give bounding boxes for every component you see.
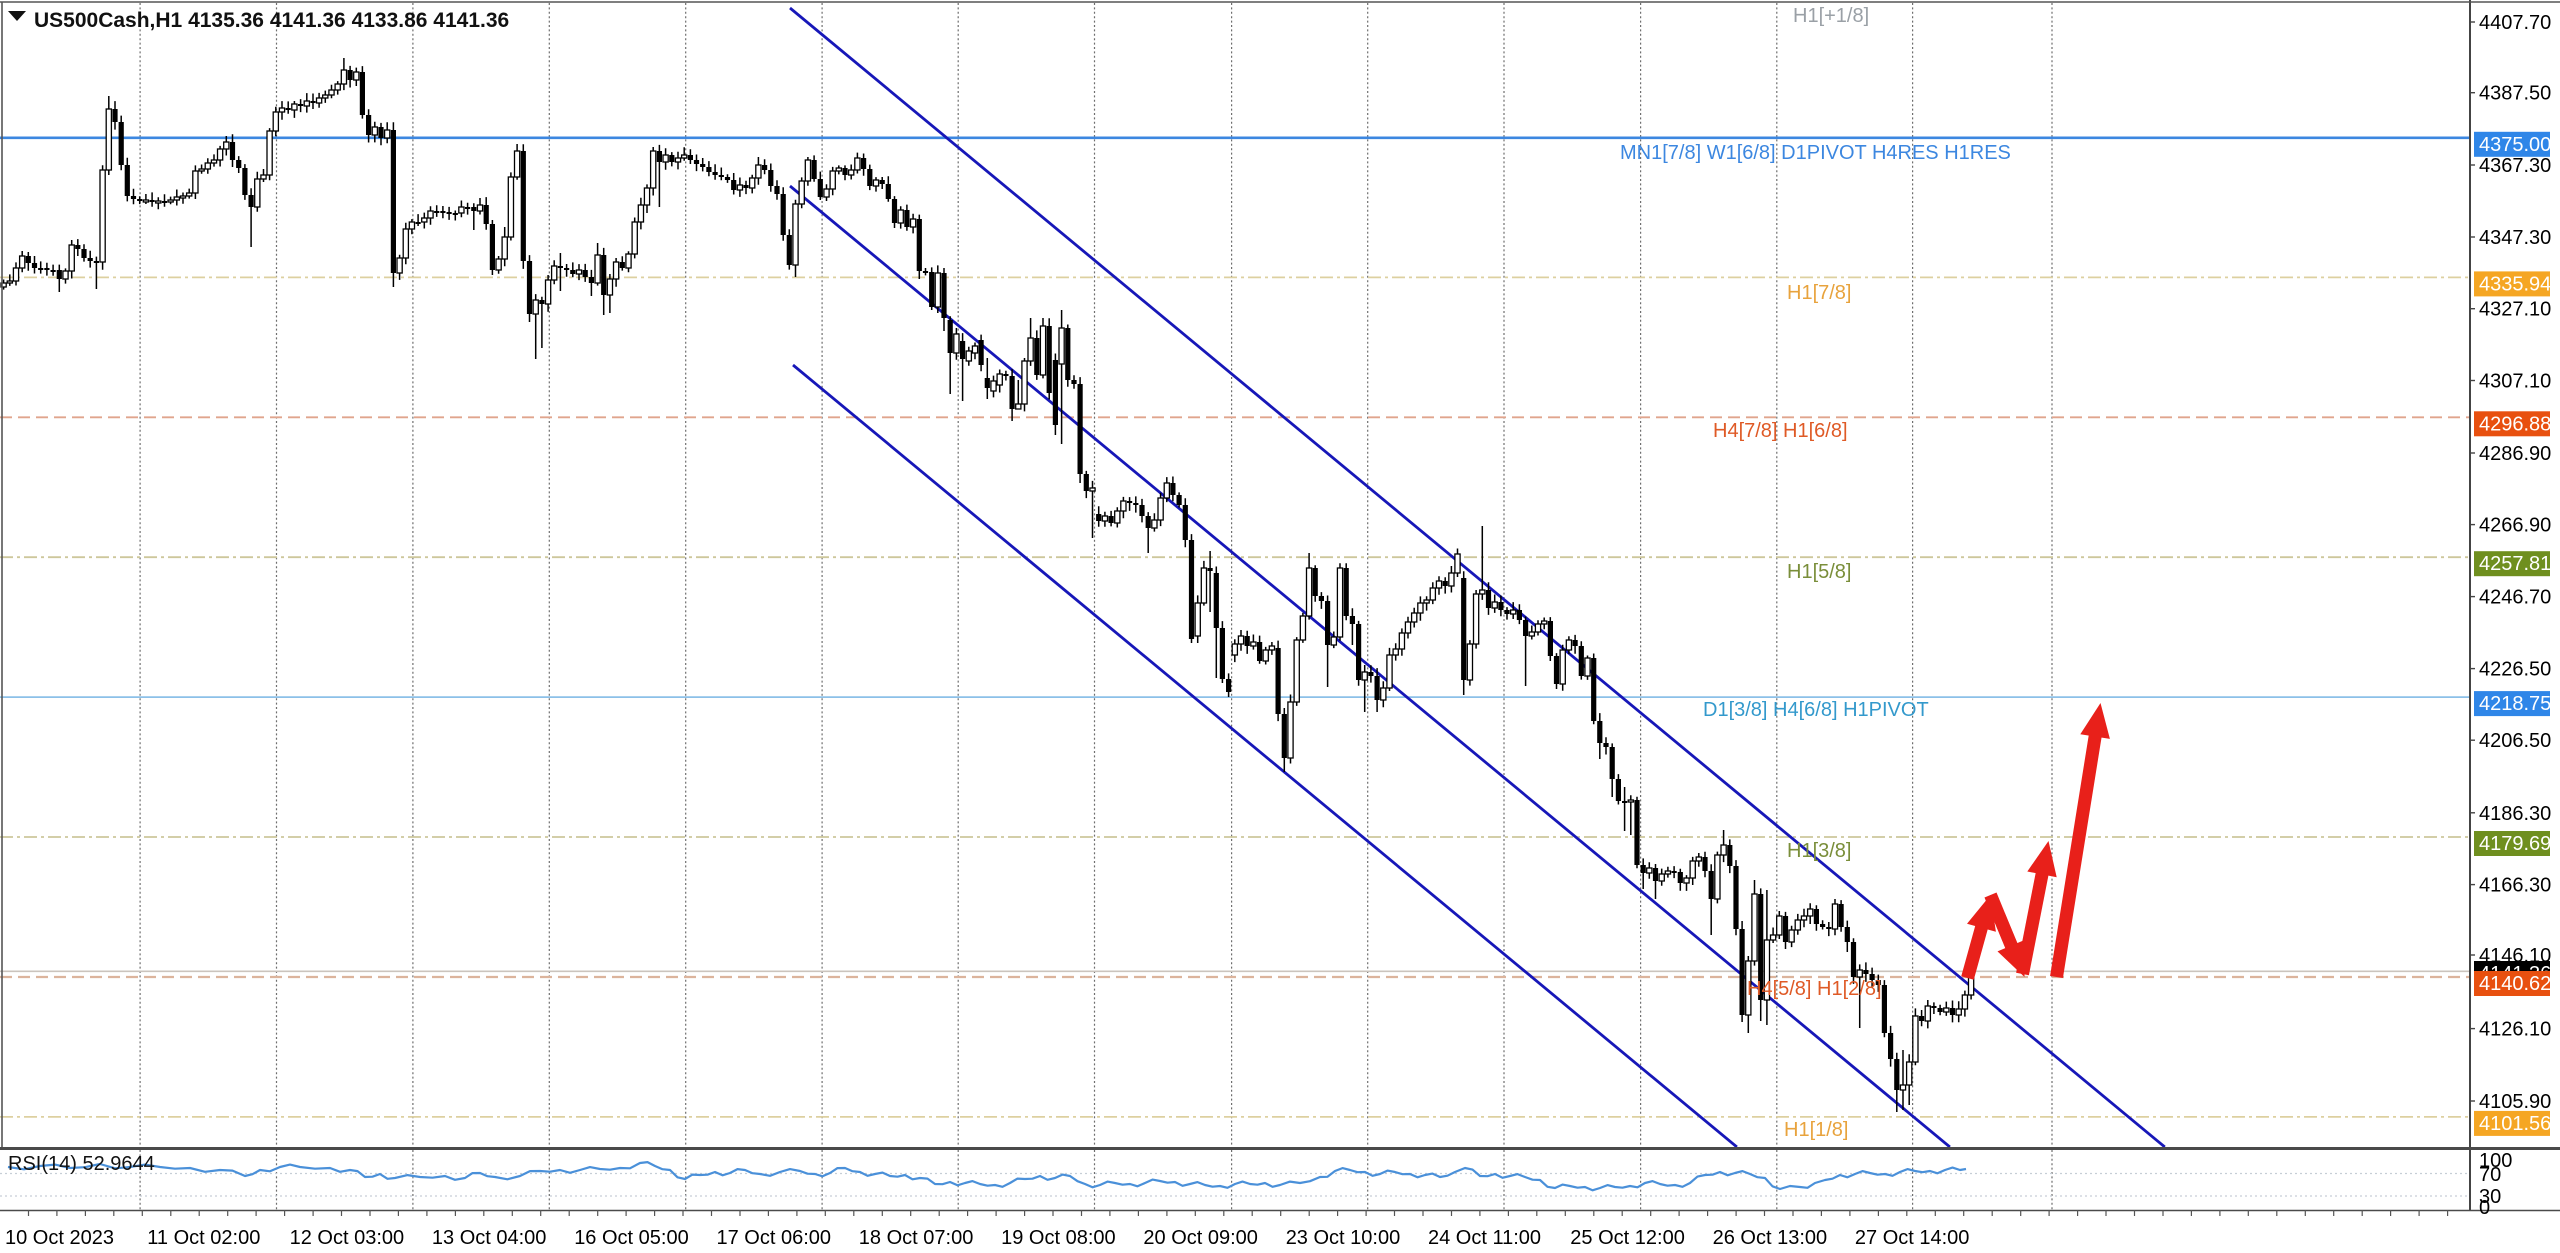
svg-text:11 Oct 02:00: 11 Oct 02:00 — [147, 1227, 260, 1249]
svg-text:H1[1/8]: H1[1/8] — [1784, 1119, 1848, 1141]
svg-text:4246.70: 4246.70 — [2479, 587, 2551, 609]
svg-text:4206.50: 4206.50 — [2479, 730, 2551, 752]
svg-text:4126.10: 4126.10 — [2479, 1019, 2551, 1041]
svg-text:RSI(14) 52.9644: RSI(14) 52.9644 — [8, 1153, 155, 1175]
svg-text:4327.10: 4327.10 — [2479, 299, 2551, 321]
svg-text:H4[7/8] H1[6/8]: H4[7/8] H1[6/8] — [1713, 420, 1848, 442]
svg-text:H1[5/8]: H1[5/8] — [1787, 561, 1851, 583]
svg-text:17 Oct 06:00: 17 Oct 06:00 — [717, 1227, 832, 1249]
svg-text:16 Oct 05:00: 16 Oct 05:00 — [574, 1227, 689, 1249]
svg-text:4218.75: 4218.75 — [2479, 693, 2551, 715]
svg-text:19 Oct 08:00: 19 Oct 08:00 — [1001, 1227, 1116, 1249]
svg-text:4367.30: 4367.30 — [2479, 155, 2551, 177]
svg-text:4226.50: 4226.50 — [2479, 659, 2551, 681]
svg-text:100: 100 — [2479, 1150, 2512, 1172]
svg-text:4307.10: 4307.10 — [2479, 371, 2551, 393]
svg-text:25 Oct 12:00: 25 Oct 12:00 — [1570, 1227, 1685, 1249]
svg-text:12 Oct 03:00: 12 Oct 03:00 — [290, 1227, 405, 1249]
svg-text:4286.90: 4286.90 — [2479, 443, 2551, 465]
svg-text:H1[3/8]: H1[3/8] — [1787, 840, 1851, 862]
svg-text:0: 0 — [2479, 1197, 2490, 1219]
svg-text:4105.90: 4105.90 — [2479, 1091, 2551, 1113]
svg-text:4347.30: 4347.30 — [2479, 227, 2551, 249]
svg-text:4375.00: 4375.00 — [2479, 134, 2551, 156]
svg-text:4387.50: 4387.50 — [2479, 83, 2551, 105]
svg-text:4166.30: 4166.30 — [2479, 875, 2551, 897]
svg-text:US500Cash,H1 4135.36 4141.36: US500Cash,H1 4135.36 4141.36 4133.86 414… — [34, 9, 509, 32]
svg-text:4296.88: 4296.88 — [2479, 413, 2551, 435]
svg-text:D1[3/8] H4[6/8] H1PIVOT: D1[3/8] H4[6/8] H1PIVOT — [1703, 699, 1929, 721]
svg-text:10 Oct 2023: 10 Oct 2023 — [5, 1227, 114, 1249]
svg-text:H1[+1/8]: H1[+1/8] — [1793, 5, 1869, 27]
svg-text:H4[5/8] H1[2/8]: H4[5/8] H1[2/8] — [1747, 978, 1882, 1000]
svg-text:4140.62: 4140.62 — [2479, 973, 2551, 995]
svg-text:13 Oct 04:00: 13 Oct 04:00 — [432, 1227, 547, 1249]
svg-text:4179.69: 4179.69 — [2479, 833, 2551, 855]
svg-text:4407.70: 4407.70 — [2479, 12, 2551, 34]
svg-text:4335.94: 4335.94 — [2479, 273, 2551, 295]
svg-text:4257.81: 4257.81 — [2479, 553, 2551, 575]
svg-text:4101.56: 4101.56 — [2479, 1113, 2551, 1135]
svg-text:23 Oct 10:00: 23 Oct 10:00 — [1286, 1227, 1401, 1249]
svg-text:4266.90: 4266.90 — [2479, 515, 2551, 537]
svg-text:18 Oct 07:00: 18 Oct 07:00 — [859, 1227, 974, 1249]
svg-text:24 Oct 11:00: 24 Oct 11:00 — [1428, 1227, 1541, 1249]
svg-text:MN1[7/8] W1[6/8] D1PIVOT H4RES: MN1[7/8] W1[6/8] D1PIVOT H4RES H1RES — [1620, 142, 2011, 164]
svg-text:27 Oct 14:00: 27 Oct 14:00 — [1855, 1227, 1970, 1249]
svg-text:4186.30: 4186.30 — [2479, 803, 2551, 825]
svg-text:H1[7/8]: H1[7/8] — [1787, 282, 1851, 304]
svg-text:70: 70 — [2479, 1164, 2501, 1186]
svg-text:30: 30 — [2479, 1186, 2501, 1208]
svg-text:26 Oct 13:00: 26 Oct 13:00 — [1713, 1227, 1828, 1249]
svg-text:20 Oct 09:00: 20 Oct 09:00 — [1143, 1227, 1258, 1249]
